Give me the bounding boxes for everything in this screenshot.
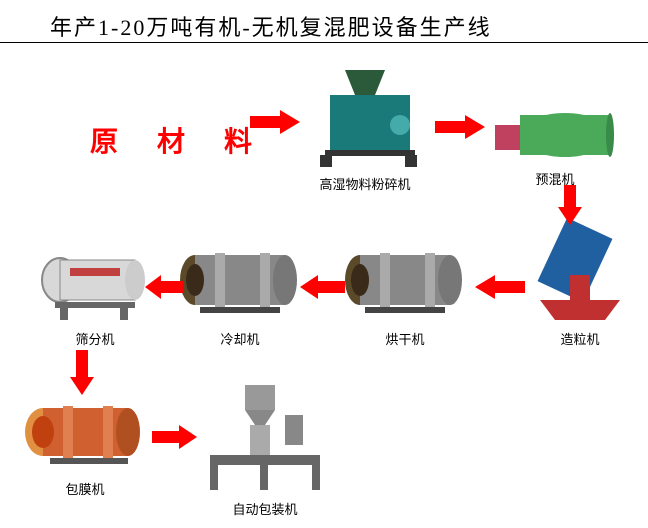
granulator-icon [530,215,630,325]
coater-label: 包膜机 [20,479,150,498]
machine-dryer: 烘干机 [340,245,470,348]
cooler-label: 冷却机 [175,329,305,348]
arrow-cooler-to-screener [145,275,183,304]
machine-granulator: 造粒机 [525,215,635,348]
premixer-icon [495,95,615,165]
premixer-label: 预混机 [490,169,620,188]
crusher-icon [305,70,425,170]
machine-screener: 筛分机 [35,250,155,348]
cooler-icon [180,245,300,325]
arrow-premixer-to-granulator [558,185,582,230]
page-title: 年产1-20万吨有机-无机复混肥设备生产线 [50,10,492,42]
machine-packer: 自动包装机 [195,385,335,518]
machine-coater: 包膜机 [20,400,150,498]
arrow-dryer-to-cooler [300,275,345,304]
arrow-raw-to-crusher [250,110,300,139]
arrow-crusher-to-premixer [435,115,485,144]
crusher-label: 高湿物料粉碎机 [300,174,430,193]
dryer-label: 烘干机 [340,329,470,348]
arrow-granulator-to-dryer [475,275,525,304]
dryer-icon [345,245,465,325]
machine-cooler: 冷却机 [175,245,305,348]
coater-icon [25,400,145,475]
screener-label: 筛分机 [35,329,155,348]
packer-label: 自动包装机 [195,499,335,518]
title-underline [0,42,648,43]
machine-crusher: 高湿物料粉碎机 [300,70,430,193]
raw-material-label: 原 材 料 [90,120,268,160]
granulator-label: 造粒机 [525,329,635,348]
screener-icon [40,250,150,325]
machine-premixer: 预混机 [490,95,620,188]
packer-icon [200,385,330,495]
arrow-coater-to-packer [152,425,197,454]
arrow-screener-to-coater [70,350,94,400]
